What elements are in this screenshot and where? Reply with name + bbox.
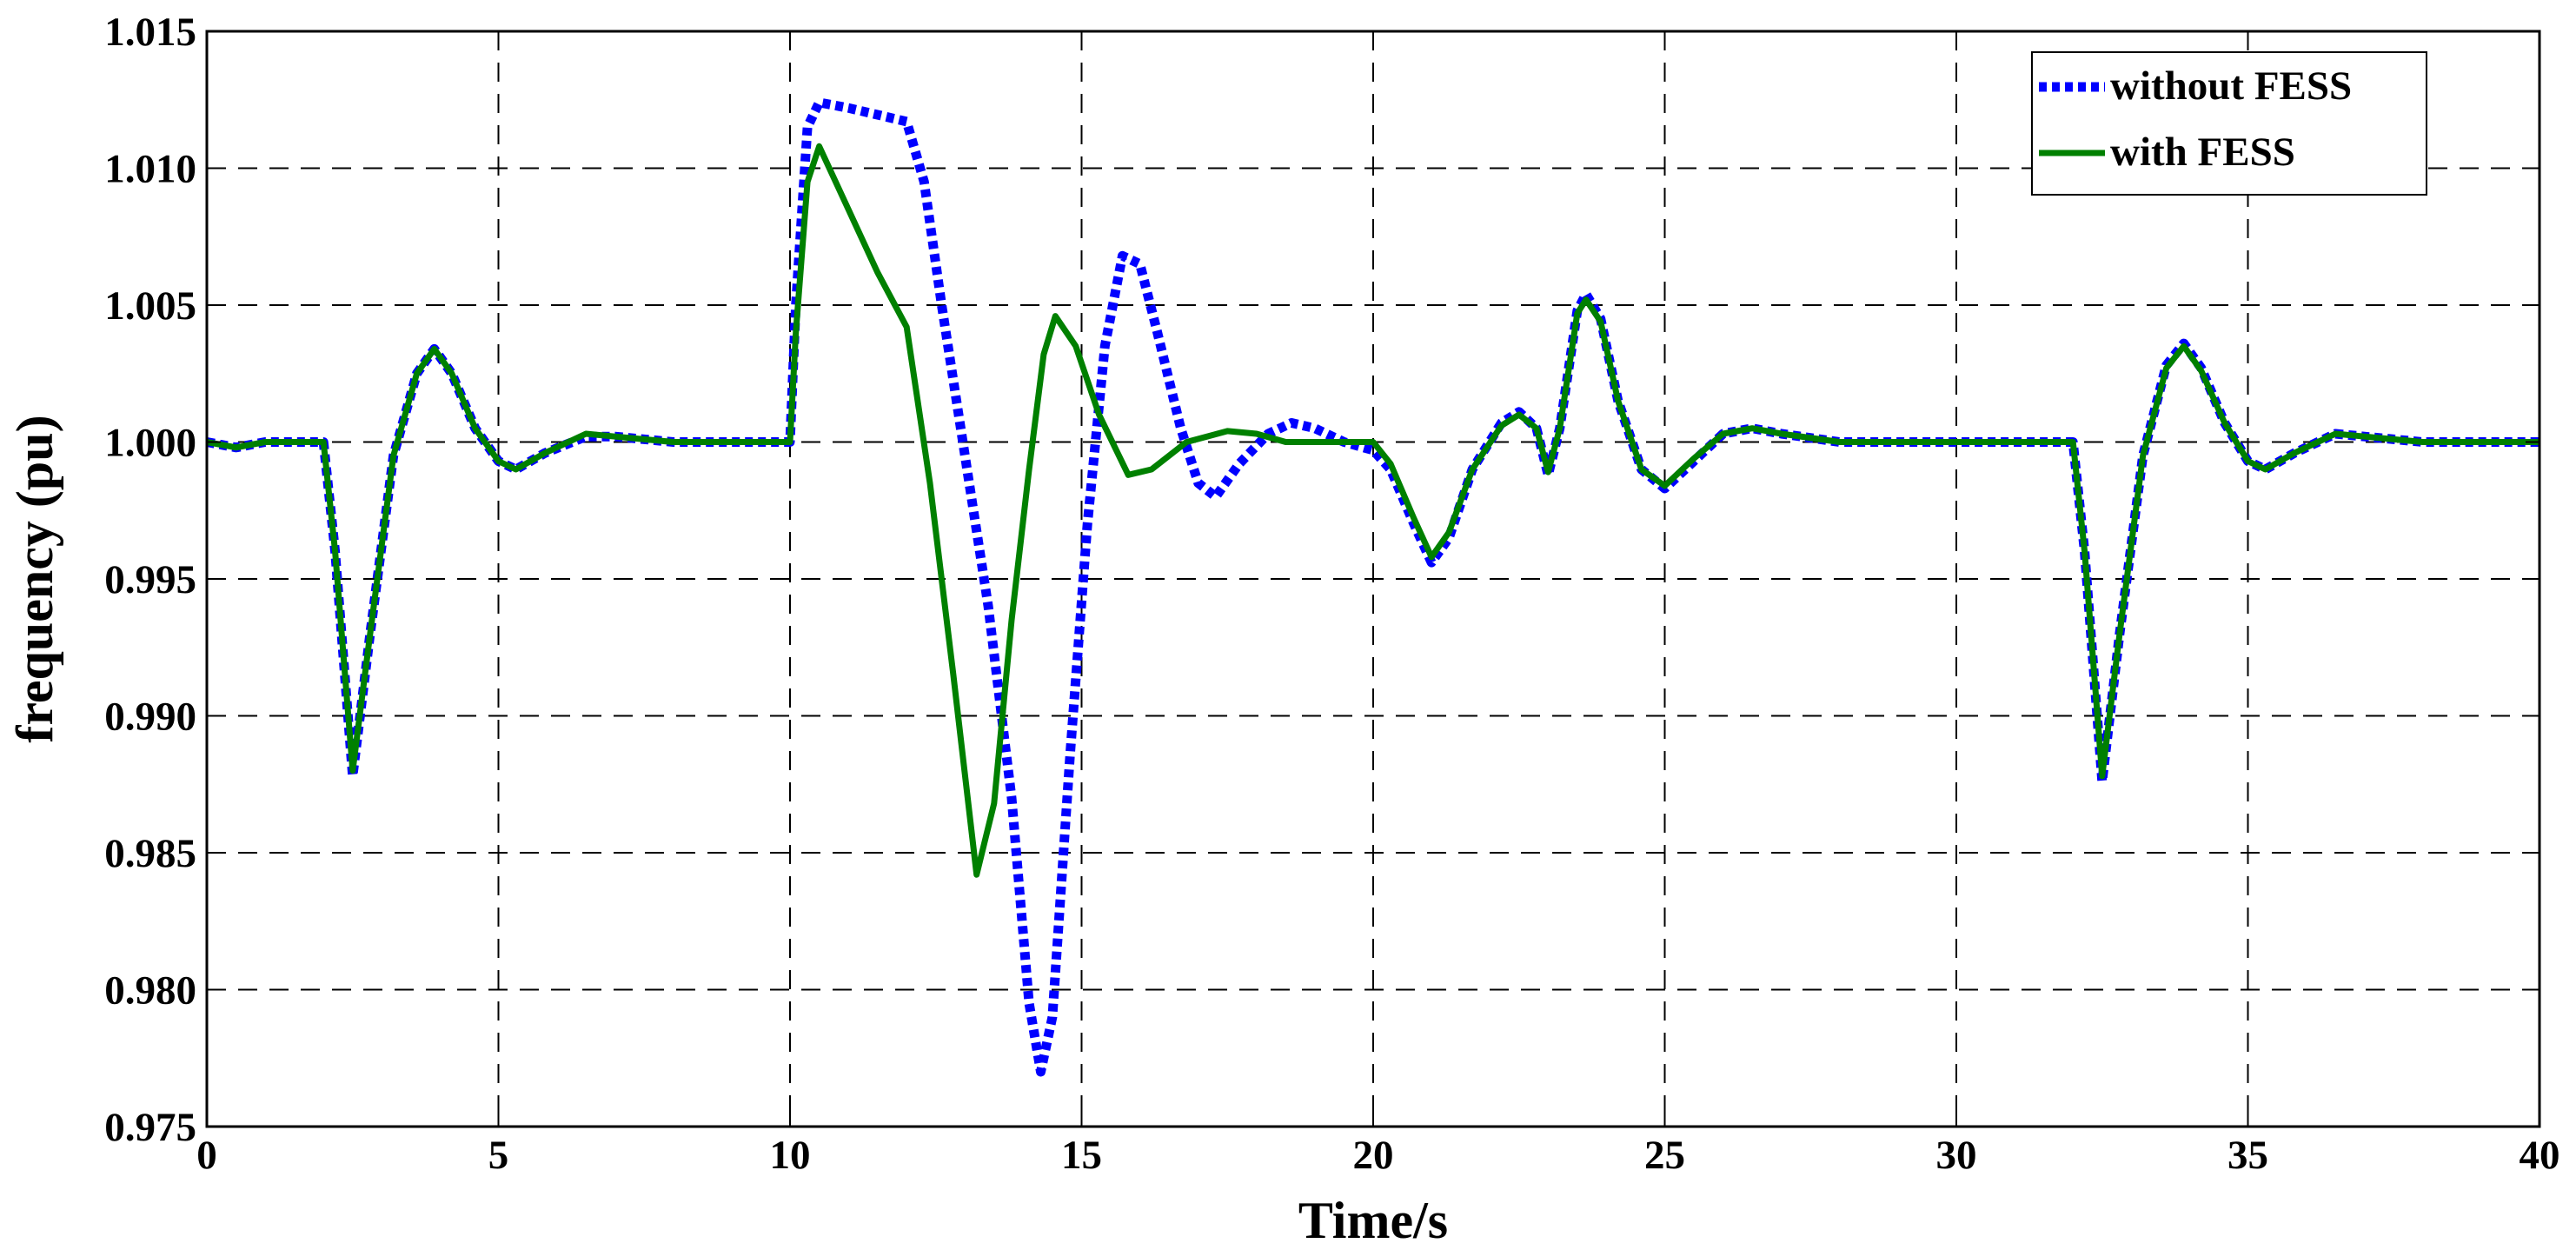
x-tick-label: 30 (1936, 1133, 1977, 1178)
y-tick-label: 1.015 (104, 10, 196, 55)
legend: without FESS with FESS (2031, 51, 2427, 196)
legend-label: with FESS (2110, 130, 2295, 175)
x-axis-title: Time/s (1298, 1192, 1448, 1249)
y-tick-label: 0.990 (104, 695, 196, 740)
y-tick-label: 1.005 (104, 283, 196, 329)
series-line-with-fess (206, 143, 2539, 878)
y-tick-label: 0.980 (104, 968, 196, 1014)
y-axis-title: frequency (pu) (6, 415, 63, 742)
x-tick-label: 20 (1353, 1133, 1394, 1178)
x-tick-label: 40 (2520, 1133, 2560, 1178)
y-tick-label: 1.000 (104, 421, 196, 466)
x-tick-label: 0 (196, 1133, 217, 1178)
legend-label: without FESS (2110, 63, 2352, 109)
y-tick-label: 1.010 (104, 147, 196, 192)
x-tick-label: 15 (1061, 1133, 1102, 1178)
legend-box (2031, 51, 2427, 196)
x-tick-label: 10 (770, 1133, 811, 1178)
x-tick-label: 35 (2227, 1133, 2268, 1178)
axis-ticks: 0 5 10 15 20 25 30 35 40 0.975 0.980 0.985 0.990 0.99… (104, 10, 2559, 1178)
x-tick-label: 5 (488, 1133, 509, 1178)
y-tick-label: 0.975 (104, 1105, 196, 1150)
y-tick-label: 0.995 (104, 557, 196, 602)
x-tick-label: 25 (1644, 1133, 1685, 1178)
y-tick-label: 0.985 (104, 831, 196, 876)
plot-area (205, 97, 2539, 1077)
